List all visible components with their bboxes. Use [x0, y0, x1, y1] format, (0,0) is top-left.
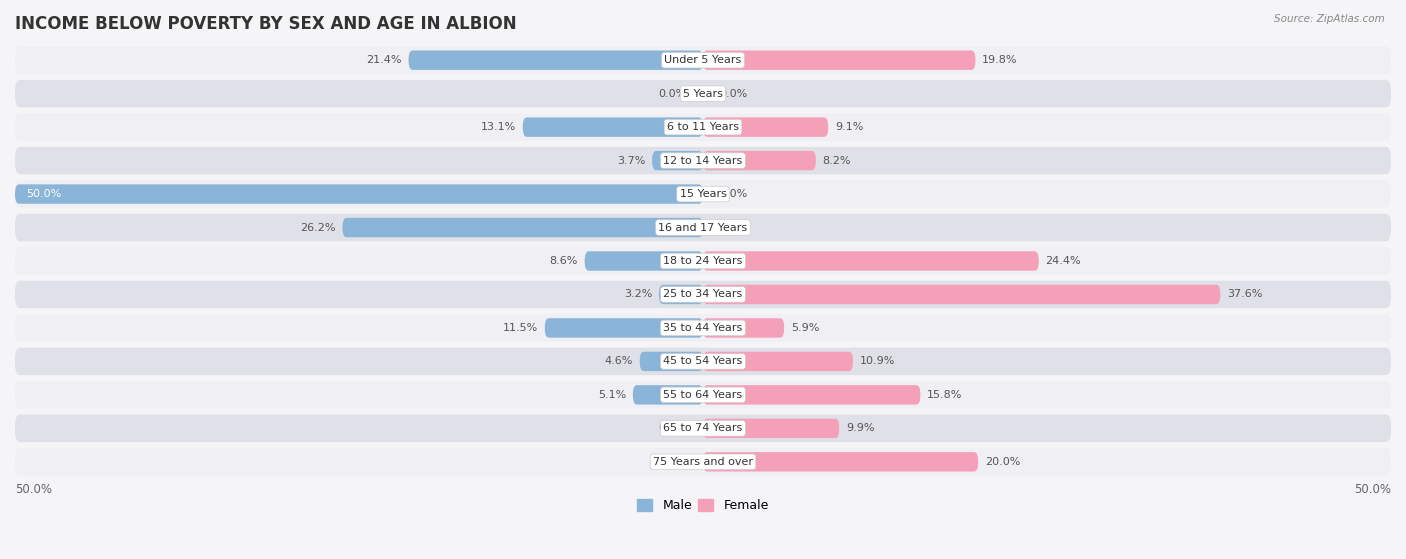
FancyBboxPatch shape [703, 151, 815, 170]
Text: Under 5 Years: Under 5 Years [665, 55, 741, 65]
Text: 75 Years and over: 75 Years and over [652, 457, 754, 467]
Text: 50.0%: 50.0% [25, 189, 62, 199]
Text: Source: ZipAtlas.com: Source: ZipAtlas.com [1274, 14, 1385, 24]
Text: 15.8%: 15.8% [928, 390, 963, 400]
Text: 8.6%: 8.6% [550, 256, 578, 266]
FancyBboxPatch shape [343, 218, 703, 237]
FancyBboxPatch shape [15, 448, 1391, 476]
Text: 3.2%: 3.2% [624, 290, 652, 300]
FancyBboxPatch shape [409, 50, 703, 70]
Text: 50.0%: 50.0% [15, 482, 52, 496]
FancyBboxPatch shape [703, 352, 853, 371]
Text: 9.1%: 9.1% [835, 122, 863, 132]
Text: 0.0%: 0.0% [658, 423, 686, 433]
FancyBboxPatch shape [703, 385, 921, 405]
Text: 12 to 14 Years: 12 to 14 Years [664, 155, 742, 165]
FancyBboxPatch shape [15, 381, 1391, 409]
FancyBboxPatch shape [703, 285, 1220, 304]
Text: 10.9%: 10.9% [860, 357, 896, 366]
Text: INCOME BELOW POVERTY BY SEX AND AGE IN ALBION: INCOME BELOW POVERTY BY SEX AND AGE IN A… [15, 15, 516, 33]
FancyBboxPatch shape [703, 419, 839, 438]
FancyBboxPatch shape [15, 113, 1391, 141]
Text: 20.0%: 20.0% [986, 457, 1021, 467]
Text: 16 and 17 Years: 16 and 17 Years [658, 222, 748, 233]
FancyBboxPatch shape [15, 348, 1391, 375]
FancyBboxPatch shape [15, 415, 1391, 442]
Text: 5.1%: 5.1% [598, 390, 626, 400]
Text: 0.0%: 0.0% [720, 189, 748, 199]
FancyBboxPatch shape [703, 452, 979, 471]
FancyBboxPatch shape [659, 285, 703, 304]
Text: 24.4%: 24.4% [1046, 256, 1081, 266]
FancyBboxPatch shape [640, 352, 703, 371]
Text: 4.6%: 4.6% [605, 357, 633, 366]
Text: 6 to 11 Years: 6 to 11 Years [666, 122, 740, 132]
FancyBboxPatch shape [585, 252, 703, 271]
Text: 50.0%: 50.0% [1354, 482, 1391, 496]
Text: 11.5%: 11.5% [502, 323, 538, 333]
Text: 15 Years: 15 Years [679, 189, 727, 199]
Text: 13.1%: 13.1% [481, 122, 516, 132]
Text: 55 to 64 Years: 55 to 64 Years [664, 390, 742, 400]
FancyBboxPatch shape [633, 385, 703, 405]
Text: 5 Years: 5 Years [683, 89, 723, 98]
Text: 45 to 54 Years: 45 to 54 Years [664, 357, 742, 366]
Text: 25 to 34 Years: 25 to 34 Years [664, 290, 742, 300]
Text: 0.0%: 0.0% [658, 457, 686, 467]
Text: 3.7%: 3.7% [617, 155, 645, 165]
Text: 26.2%: 26.2% [299, 222, 336, 233]
Text: 37.6%: 37.6% [1227, 290, 1263, 300]
FancyBboxPatch shape [523, 117, 703, 137]
FancyBboxPatch shape [15, 247, 1391, 274]
FancyBboxPatch shape [15, 184, 703, 204]
Text: 65 to 74 Years: 65 to 74 Years [664, 423, 742, 433]
FancyBboxPatch shape [15, 147, 1391, 174]
FancyBboxPatch shape [652, 151, 703, 170]
FancyBboxPatch shape [703, 117, 828, 137]
Text: 8.2%: 8.2% [823, 155, 851, 165]
FancyBboxPatch shape [15, 46, 1391, 74]
Text: 0.0%: 0.0% [658, 89, 686, 98]
Text: 0.0%: 0.0% [720, 222, 748, 233]
FancyBboxPatch shape [15, 214, 1391, 241]
Text: 19.8%: 19.8% [983, 55, 1018, 65]
FancyBboxPatch shape [15, 80, 1391, 107]
Text: 18 to 24 Years: 18 to 24 Years [664, 256, 742, 266]
Legend: Male, Female: Male, Female [633, 494, 773, 517]
FancyBboxPatch shape [15, 281, 1391, 308]
Text: 0.0%: 0.0% [720, 89, 748, 98]
FancyBboxPatch shape [703, 252, 1039, 271]
FancyBboxPatch shape [703, 318, 785, 338]
FancyBboxPatch shape [703, 50, 976, 70]
Text: 9.9%: 9.9% [846, 423, 875, 433]
FancyBboxPatch shape [15, 314, 1391, 342]
FancyBboxPatch shape [15, 181, 1391, 208]
Text: 21.4%: 21.4% [366, 55, 402, 65]
Text: 5.9%: 5.9% [792, 323, 820, 333]
FancyBboxPatch shape [544, 318, 703, 338]
Text: 35 to 44 Years: 35 to 44 Years [664, 323, 742, 333]
